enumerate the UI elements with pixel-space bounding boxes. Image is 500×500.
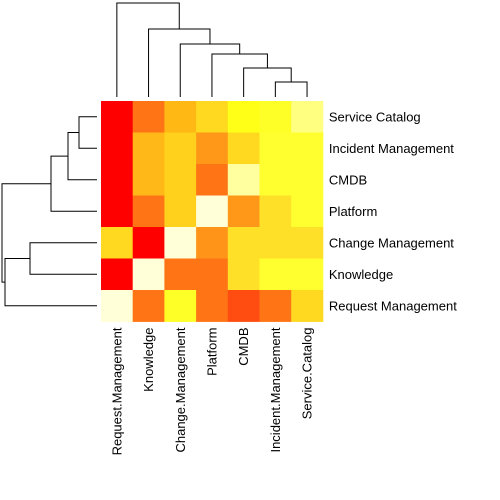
- row-labels: Service Catalog Incident Management CMDB Pl…: [329, 109, 457, 313]
- row-label: Incident Management: [329, 141, 454, 156]
- heatmap-cell: [132, 164, 165, 196]
- heatmap-cell: [101, 258, 134, 291]
- heatmap-cell: [101, 132, 134, 165]
- heatmap-cell: [227, 164, 260, 196]
- column-label: Request.Management: [109, 327, 124, 455]
- heatmap-cell: [164, 227, 197, 259]
- row-label: Platform: [329, 204, 377, 219]
- dendrogram-link: [4, 258, 97, 307]
- heatmap-cell: [196, 132, 229, 165]
- heatmap-cell: [259, 132, 292, 165]
- row-label: Change Management: [329, 235, 454, 250]
- heatmap-cell: [132, 290, 165, 322]
- heatmap-cell: [196, 227, 229, 259]
- heatmap-cell: [101, 290, 134, 322]
- dendrogram-link: [50, 155, 97, 212]
- column-labels: Request.Management Knowledge Change.Manage…: [109, 327, 314, 455]
- heatmap-cell: [196, 258, 229, 291]
- heatmap-cell: [196, 195, 229, 228]
- dendrogram-link: [78, 116, 97, 149]
- heatmap-cell: [259, 195, 292, 228]
- heatmap-cell: [227, 258, 260, 291]
- heatmap-cell: [227, 101, 260, 133]
- row-label: CMDB: [329, 172, 367, 187]
- column-label: CMDB: [236, 328, 251, 366]
- row-label: Knowledge: [329, 267, 393, 282]
- heatmap-cell: [291, 195, 324, 228]
- heatmap-cell: [101, 195, 134, 228]
- heatmap-cell: [164, 101, 197, 133]
- heatmap-cell: [196, 101, 229, 133]
- heatmap-cell: [164, 290, 197, 322]
- heatmap-cell: [259, 258, 292, 291]
- heatmap-cell: [227, 132, 260, 165]
- dendrogram-link: [148, 28, 211, 97]
- heatmap-cell: [291, 164, 324, 196]
- heatmap-cell: [259, 164, 292, 196]
- column-label: Change.Management: [173, 327, 188, 452]
- row-label: Service Catalog: [329, 109, 421, 124]
- dendrogram-link: [1, 183, 51, 283]
- heatmap-cell: [164, 164, 197, 196]
- heatmap-cell: [101, 227, 134, 259]
- heatmap-cell: [227, 290, 260, 322]
- heatmap-cell: [132, 101, 165, 133]
- heatmap-cell: [291, 132, 324, 165]
- heatmap-cell: [259, 227, 292, 259]
- row-label: Request Management: [329, 298, 457, 313]
- heatmap-cell: [259, 290, 292, 322]
- heatmap-cell: [164, 132, 197, 165]
- dendrogram-link: [274, 81, 308, 97]
- row-dendrogram: [1, 116, 97, 307]
- heatmap-cell: [291, 290, 324, 322]
- heatmap-cells: [101, 101, 324, 322]
- heatmap-cell: [259, 101, 292, 133]
- dendrogram-link: [116, 2, 180, 97]
- column-label: Knowledge: [141, 328, 156, 392]
- heatmap-cell: [101, 164, 134, 196]
- heatmap-cell: [164, 258, 197, 291]
- heatmap-cell: [196, 164, 229, 196]
- column-label: Service.Catalog: [300, 328, 315, 420]
- dendrogram-link: [67, 132, 97, 181]
- dendrogram-link: [211, 53, 268, 97]
- heatmap-cell: [132, 195, 165, 228]
- heatmap-cell: [196, 290, 229, 322]
- heatmap-cell: [132, 227, 165, 259]
- column-label: Incident.Management: [268, 327, 283, 452]
- heatmap-cell: [227, 227, 260, 259]
- heatmap-cell: [227, 195, 260, 228]
- heatmap-cell: [132, 258, 165, 291]
- heatmap-cell: [291, 227, 324, 259]
- heatmap-cell: [164, 195, 197, 228]
- heatmap-cell: [291, 258, 324, 291]
- heatmap-cell: [101, 101, 134, 133]
- column-label: Platform: [204, 328, 219, 376]
- column-dendrogram: [116, 2, 308, 97]
- dendrogram-link: [29, 242, 97, 275]
- heatmap-cell: [132, 132, 165, 165]
- dendrogram-link: [179, 43, 241, 97]
- heatmap-cell: [291, 101, 324, 133]
